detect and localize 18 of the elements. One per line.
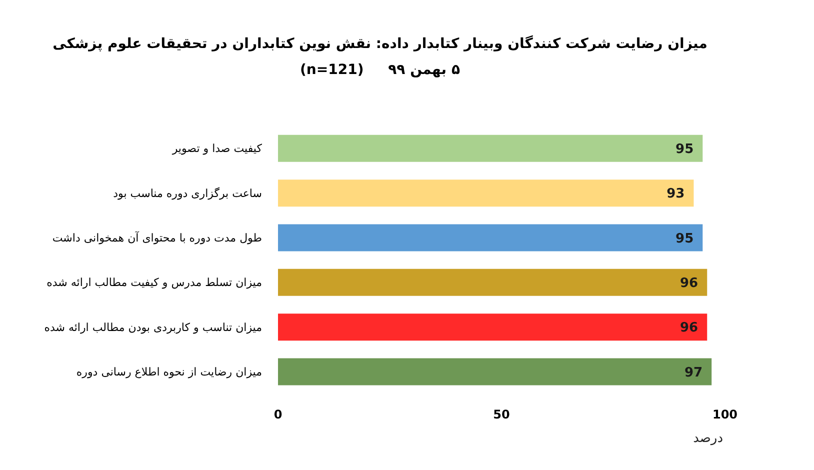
data-label: 95 — [676, 231, 694, 246]
x-tick-label: 100 — [712, 408, 738, 422]
data-label: 96 — [680, 320, 698, 336]
data-label: 95 — [676, 142, 694, 158]
y-tick-label: کیفیت صدا و تصویر — [171, 142, 263, 156]
y-tick-label: ساعت برگزاری دوره مناسب بود — [113, 186, 262, 200]
y-tick-label: طول مدت دوره با محتوای آن همخوانی داشت — [52, 230, 262, 245]
x-tick-label: 0 — [274, 408, 282, 422]
data-label: 96 — [680, 276, 698, 292]
data-label: 93 — [666, 186, 685, 202]
x-tick-label: 50 — [493, 408, 510, 422]
data-label: 97 — [684, 365, 703, 380]
y-tick-label: میزان رضایت از نحوه اطلاع رسانی دوره — [76, 366, 262, 379]
x-axis-title: درصد — [693, 431, 724, 446]
chart-subtitle: ۵ بهمن ۹۹ (n=121) — [299, 62, 461, 78]
y-tick-label: میزان تسلط مدرس و کیفیت مطالب ارائه شده — [46, 276, 262, 290]
y-tick-label: میزان تناسب و کاربردی بودن مطالب ارائه شده — [44, 320, 262, 334]
chart-title: میزان رضایت شرکت کنندگان وبینار کتابدار داده: نقش نوین کتابداران در تحقیقات علوم پزشکی — [52, 36, 708, 52]
